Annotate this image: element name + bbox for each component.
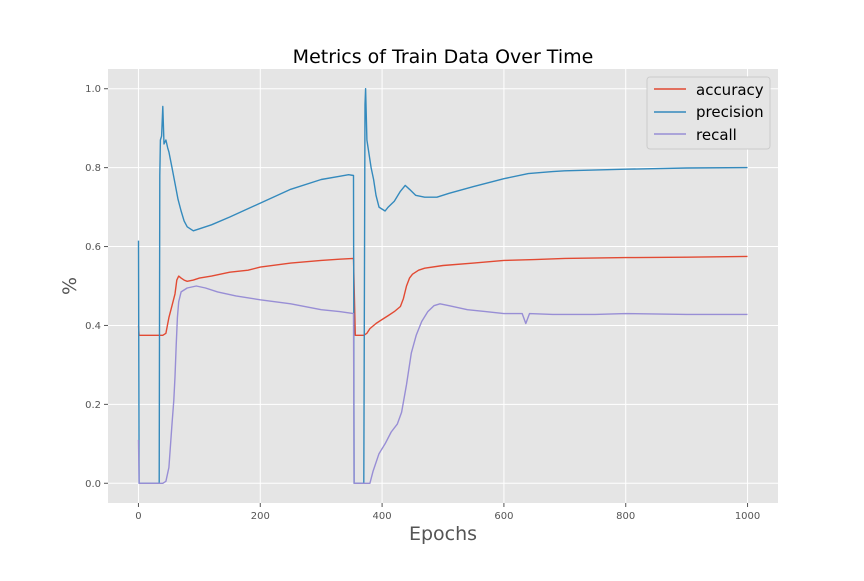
x-tick-label: 0	[135, 511, 141, 522]
x-tick-label: 200	[251, 511, 270, 522]
y-axis-ticks: 0.0 0.2 0.4 0.6 0.8 1.0	[85, 84, 108, 490]
x-tick-label: 1000	[735, 511, 760, 522]
y-tick-label: 0.0	[85, 479, 101, 490]
y-tick-label: 0.8	[85, 163, 101, 174]
y-tick-label: 0.4	[85, 321, 101, 332]
y-tick-label: 1.0	[85, 84, 101, 95]
legend-box	[646, 76, 771, 150]
y-tick-label: 0.2	[85, 400, 101, 411]
x-tick-label: 400	[373, 511, 392, 522]
x-axis-ticks: 0 200 400 600 800 1000	[135, 503, 760, 522]
series-line-recall	[137, 285, 748, 484]
legend-label-recall: recall	[696, 126, 737, 144]
x-tick-label: 800	[616, 511, 635, 522]
y-tick-label: 0.6	[85, 242, 101, 253]
y-axis-label: %	[59, 277, 81, 295]
legend-label-accuracy: accuracy	[696, 81, 764, 99]
legend: accuracy precision recall	[646, 76, 771, 150]
series-lines	[137, 88, 748, 484]
grid-lines	[108, 69, 778, 503]
x-tick-label: 600	[494, 511, 513, 522]
chart-title: Metrics of Train Data Over Time	[293, 46, 594, 68]
x-axis-label: Epochs	[409, 523, 477, 545]
legend-label-precision: precision	[696, 103, 764, 121]
